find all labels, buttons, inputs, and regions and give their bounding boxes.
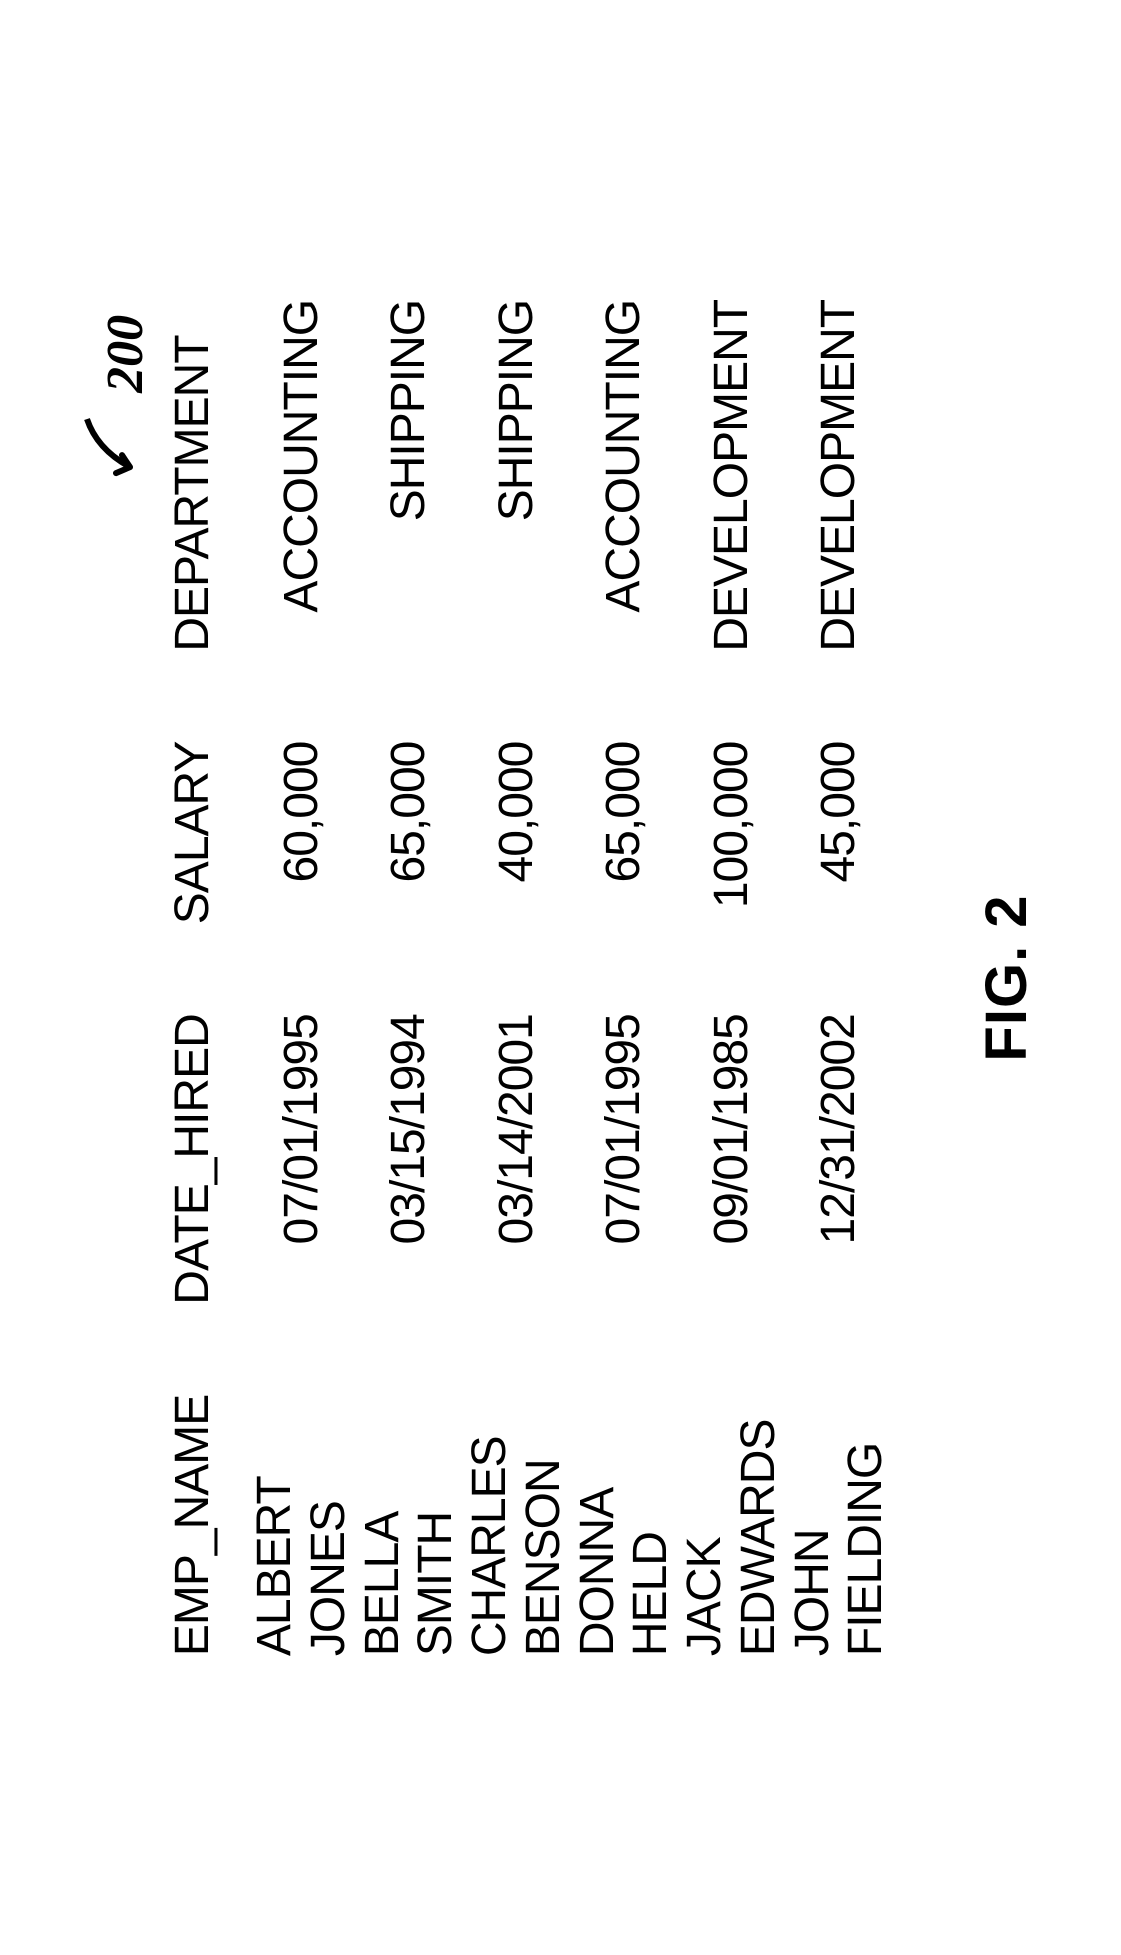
reference-label: 200 [82,314,155,478]
table-row: BELLA SMITH 03/15/1994 65,000 SHIPPING [355,254,463,1700]
table-wrapper: 200 EMP_NAME DATE_HIRED SALARY DEPARTMEN… [82,254,1040,1700]
employee-table: EMP_NAME DATE_HIRED SALARY DEPARTMENT AL… [165,254,893,1700]
reference-number: 200 [97,314,154,392]
cell-date-hired: 03/15/1994 [355,969,463,1350]
table-row: ALBERT JONES 07/01/1995 60,000 ACCOUNTIN… [248,254,356,1700]
cell-salary: 45,000 [785,696,893,969]
cell-emp-name: CHARLES BENSON [463,1349,571,1700]
column-header-department: DEPARTMENT [165,254,248,696]
cell-salary: 40,000 [463,696,571,969]
cell-date-hired: 03/14/2001 [463,969,571,1350]
reference-arrow-icon [82,409,147,479]
cell-salary: 100,000 [678,696,786,969]
cell-salary: 65,000 [355,696,463,969]
table-row: DONNA HELD 07/01/1995 65,000 ACCOUNTING [570,254,678,1700]
cell-date-hired: 12/31/2002 [785,969,893,1350]
table-row: CHARLES BENSON 03/14/2001 40,000 SHIPPIN… [463,254,571,1700]
cell-emp-name: BELLA SMITH [355,1349,463,1700]
cell-emp-name: ALBERT JONES [248,1349,356,1700]
cell-salary: 60,000 [248,696,356,969]
cell-emp-name: DONNA HELD [570,1349,678,1700]
cell-department: ACCOUNTING [570,254,678,696]
cell-department: DEVELOPMENT [785,254,893,696]
cell-department: SHIPPING [355,254,463,696]
table-header-row: EMP_NAME DATE_HIRED SALARY DEPARTMENT [165,254,248,1700]
figure-container: 200 EMP_NAME DATE_HIRED SALARY DEPARTMEN… [82,254,1040,1700]
column-header-emp-name: EMP_NAME [165,1349,248,1700]
cell-salary: 65,000 [570,696,678,969]
cell-date-hired: 07/01/1995 [570,969,678,1350]
cell-emp-name: JOHN FIELDING [785,1349,893,1700]
figure-caption: FIG. 2 [973,894,1040,1061]
table-row: JOHN FIELDING 12/31/2002 45,000 DEVELOPM… [785,254,893,1700]
cell-department: DEVELOPMENT [678,254,786,696]
column-header-salary: SALARY [165,696,248,969]
cell-date-hired: 07/01/1995 [248,969,356,1350]
cell-emp-name: JACK EDWARDS [678,1349,786,1700]
cell-date-hired: 09/01/1985 [678,969,786,1350]
cell-department: SHIPPING [463,254,571,696]
column-header-date-hired: DATE_HIRED [165,969,248,1350]
table-row: JACK EDWARDS 09/01/1985 100,000 DEVELOPM… [678,254,786,1700]
cell-department: ACCOUNTING [248,254,356,696]
